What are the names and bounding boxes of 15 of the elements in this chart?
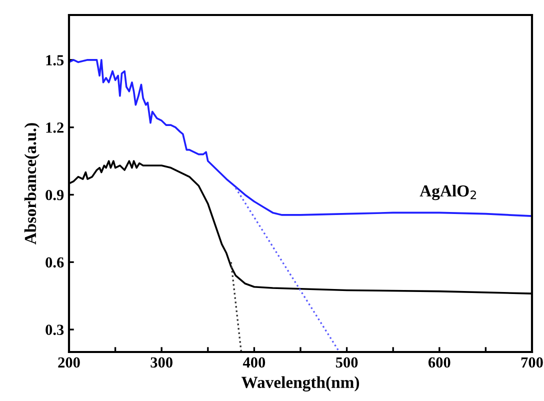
x-tick-label: 300 (150, 357, 172, 368)
x-tick-label: 400 (242, 357, 266, 368)
x-axis-title: Wavelength(nm) (241, 376, 360, 392)
y-axis-title: Absorbance(a.u.) (24, 123, 40, 244)
y-tick-label: 1.2 (46, 122, 64, 133)
x-tick-label: 700 (521, 357, 543, 368)
series-label: AgAlO$_{2}$ (420, 184, 476, 200)
y-tick-label: 0.9 (46, 190, 64, 200)
x-tick-label: 500 (336, 357, 358, 368)
x-tick-label: 200 (58, 357, 80, 368)
y-tick-label: 0.6 (46, 257, 64, 268)
y-tick-label: 0.3 (46, 324, 64, 336)
x-tick-label: 600 (428, 357, 450, 368)
line-series (69, 59, 532, 217)
y-tick-label: 1.5 (46, 55, 64, 66)
